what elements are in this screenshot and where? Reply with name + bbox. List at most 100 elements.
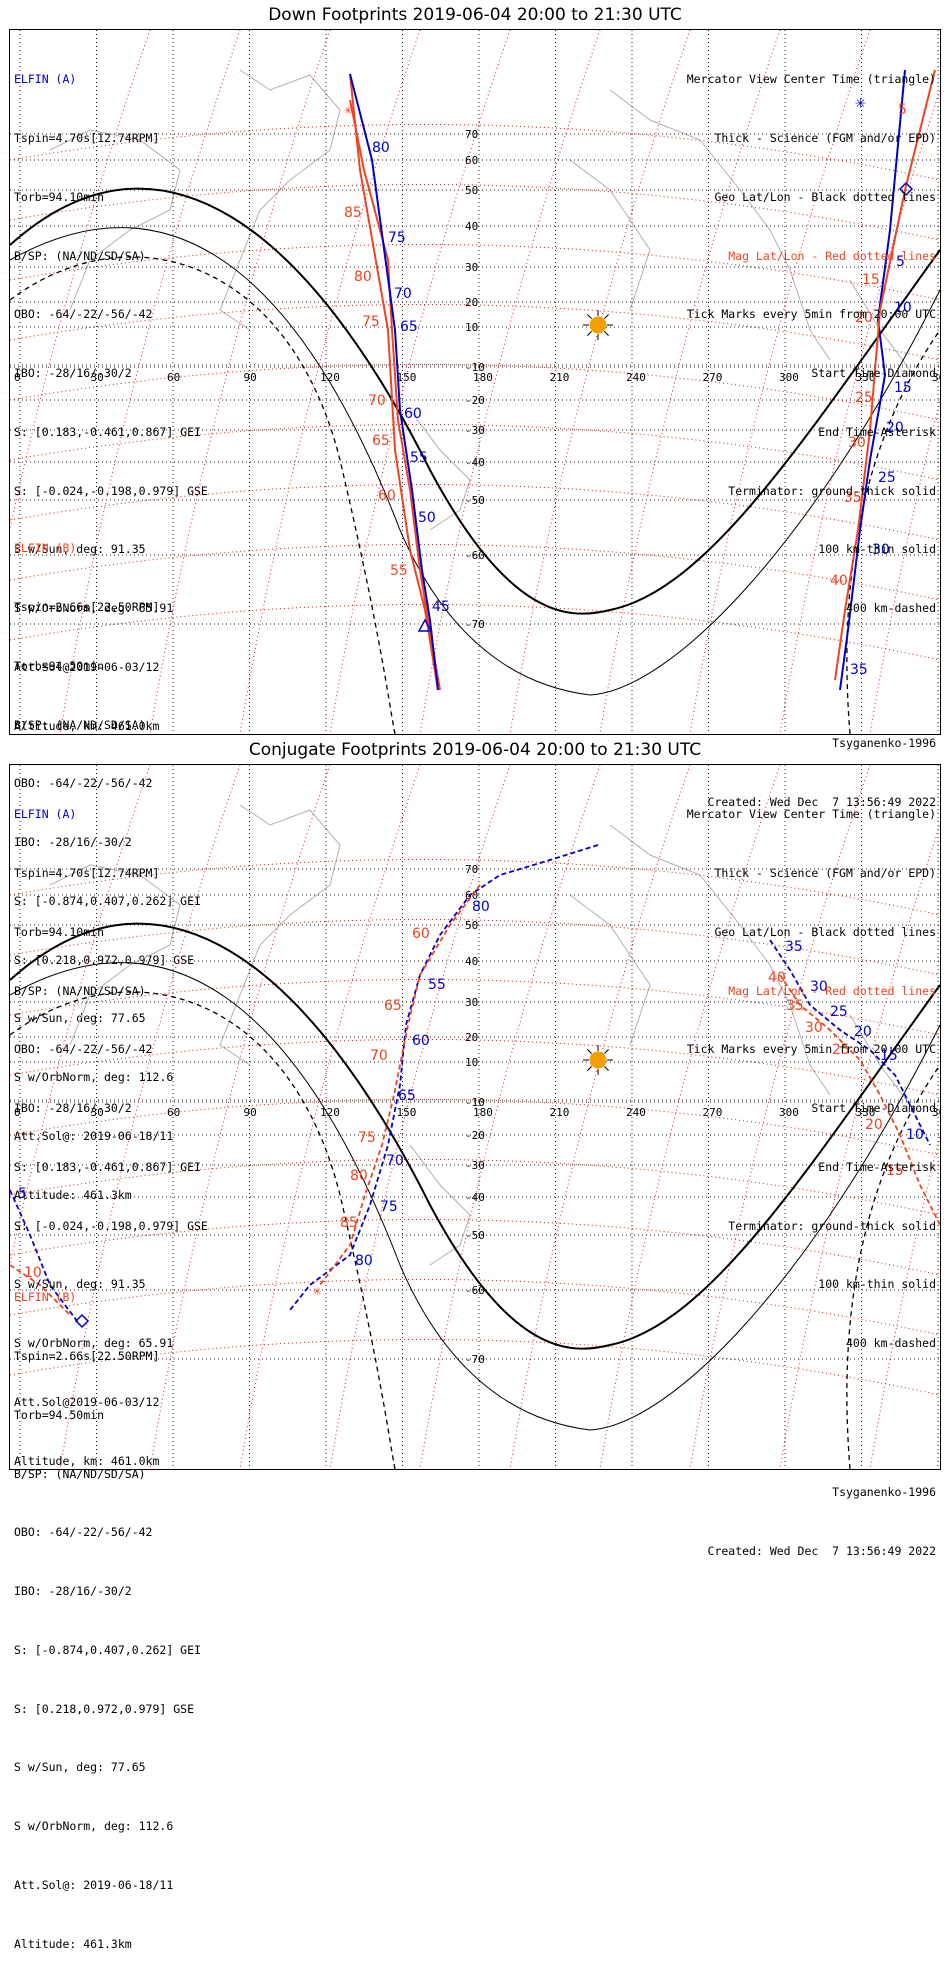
info-line: S w/OrbNorm, deg: 112.6	[14, 1070, 174, 1085]
lon-tick-label: 180	[473, 371, 493, 384]
tick-label-b: 35	[844, 490, 862, 506]
mag-lat-line	[10, 1158, 940, 1216]
mag-lon-line	[509, 765, 691, 1469]
elfin-b-track	[349, 73, 439, 691]
elfin-a-track-east	[839, 69, 906, 691]
elfin-a-track	[349, 73, 439, 691]
tick-label-a: 45	[432, 599, 450, 615]
tick-label-b: 15	[862, 272, 880, 288]
tick-label-a: 35	[785, 939, 803, 955]
elfin-b-info-down: ELFIN (B) Tspin=2.66s[22.50RPM] Torb=94.…	[14, 500, 201, 1225]
lat-tick-label: -70	[465, 1353, 485, 1366]
info-line: Att.Sol@2019-06-03/12	[14, 660, 160, 674]
mag-lon-line	[59, 30, 241, 734]
mag-lat-line	[10, 858, 940, 916]
coastline	[409, 409, 471, 531]
legend-line: Mercator View Center Time (triangle)	[686, 72, 936, 87]
lon-tick-label: 270	[703, 1106, 723, 1119]
lat-tick-label: -60	[465, 1284, 485, 1297]
legend-line: 400 km-dashed	[845, 601, 936, 616]
info-line: Torb=94.50min	[14, 1407, 105, 1422]
mag-lat-line	[10, 183, 940, 241]
lon-tick-label: 90	[244, 371, 257, 384]
info-line: S: [0.183,-0.461,0.867] GEI	[14, 1159, 201, 1174]
mag-lon-line	[329, 30, 511, 734]
elfin-a-info-down: ELFIN (A) Tspin=4.70s[12.74RPM] Torb=94.…	[14, 31, 208, 756]
tick-label-a: 25	[830, 1004, 848, 1020]
map-frame-down	[9, 29, 941, 735]
tick-label-b: 60	[412, 926, 430, 942]
sun-ray	[587, 314, 592, 319]
lat-tick-label: -20	[465, 1129, 485, 1142]
info-line: Altitude: 461.3km	[14, 1187, 132, 1202]
mag-lat-line	[10, 483, 940, 541]
mag-lon-line	[509, 30, 691, 734]
legend-line: End Time-Asterisk	[818, 424, 936, 439]
info-line: IBO: -28/16/-30/2	[14, 1584, 132, 1599]
info-line: Att.Sol@: 2019-06-18/11	[14, 1878, 174, 1892]
tick-label-a: 80	[372, 140, 390, 156]
mag-lon-line	[239, 30, 421, 734]
start-diamond	[898, 181, 914, 197]
terminator-100km	[10, 227, 940, 696]
lon-tick-label: 150	[397, 371, 417, 384]
mag-lon-line	[59, 765, 241, 1469]
lat-tick-label: 40	[465, 220, 478, 233]
tick-label-b: 25	[855, 390, 873, 406]
info-line: Torb=94.10min	[14, 189, 105, 204]
lat-tick-label: -50	[465, 1229, 485, 1242]
mag-lon-line	[599, 765, 781, 1469]
tick-label-a: 30	[872, 542, 890, 558]
lat-tick-label: -40	[465, 1191, 485, 1204]
lat-tick-label: -10	[465, 361, 485, 374]
tick-label-a: 75	[380, 1199, 398, 1215]
legend-line: Geo Lat/Lon - Black dotted lines	[714, 189, 936, 204]
sun-ray	[587, 1049, 592, 1054]
mag-lon-line	[149, 30, 331, 734]
mag-lon-line	[599, 30, 781, 734]
terminator-400km-right	[846, 1064, 940, 1469]
coastline	[409, 1144, 471, 1266]
legend-line: Start Time-Diamond	[811, 1101, 936, 1116]
legend-line: 100 km-thin solid	[818, 1277, 936, 1292]
lon-tick-label: 30	[91, 371, 104, 384]
elfin-a-track	[289, 844, 599, 1311]
legend-down: Mercator View Center Time (triangle) Thi…	[687, 31, 936, 638]
legend-line: End Time-Asterisk	[818, 1159, 936, 1174]
info-line: Tspin=4.70s[12.74RPM]	[14, 130, 160, 145]
panel-title-down: Down Footprints 2019-06-04 20:00 to 21:3…	[268, 5, 682, 25]
tick-label-b: 85	[344, 205, 362, 221]
info-line: S: [-0.874,0.407,0.262] GEI	[14, 893, 201, 908]
lon-tick-label: 240	[626, 1106, 646, 1119]
lon-tick-label: 360	[932, 371, 940, 384]
info-line: S w/Sun, deg: 77.65	[14, 1760, 146, 1775]
tick-label-a: 60	[412, 1033, 430, 1049]
info-line: S: [-0.874,0.407,0.262] GEI	[14, 1642, 201, 1657]
lat-tick-label: 10	[465, 321, 478, 334]
tick-label-b: 20	[855, 310, 873, 326]
elfin-b-track-2	[349, 99, 441, 691]
lon-tick-label: 330	[856, 1106, 876, 1119]
info-line: S w/Sun, deg: 91.35	[14, 542, 146, 557]
tick-label-a: 5	[896, 254, 905, 270]
info-line: B/SP: (NA/ND/SD/SA)	[14, 248, 146, 263]
info-line: Tspin=2.66s[22.50RPM]	[14, 1348, 160, 1363]
coastline	[609, 89, 831, 361]
sun-ray	[604, 1049, 609, 1054]
elfin-a-track-west	[10, 1189, 81, 1326]
legend-line: 400 km-dashed	[845, 1336, 936, 1351]
info-line: Altitude: 461.3km	[14, 1936, 132, 1951]
lat-tick-label: 30	[465, 261, 478, 274]
end-asterisk: ✳	[313, 1283, 322, 1299]
legend-line: Thick - Science (FGM and/or EPD)	[714, 865, 936, 880]
lon-tick-label: 300	[779, 371, 799, 384]
coastline	[219, 69, 341, 331]
coastline	[569, 894, 651, 1046]
mag-lat-line	[10, 1038, 940, 1096]
info-line: S: [-0.024,-0.198,0.979] GSE	[14, 1218, 208, 1233]
tick-label-a: 60	[404, 406, 422, 422]
mag-lat-line	[10, 543, 940, 601]
map-frame-conjugate	[9, 764, 941, 1470]
lon-tick-label: 360	[932, 1106, 940, 1119]
view-center-triangle	[417, 618, 433, 632]
